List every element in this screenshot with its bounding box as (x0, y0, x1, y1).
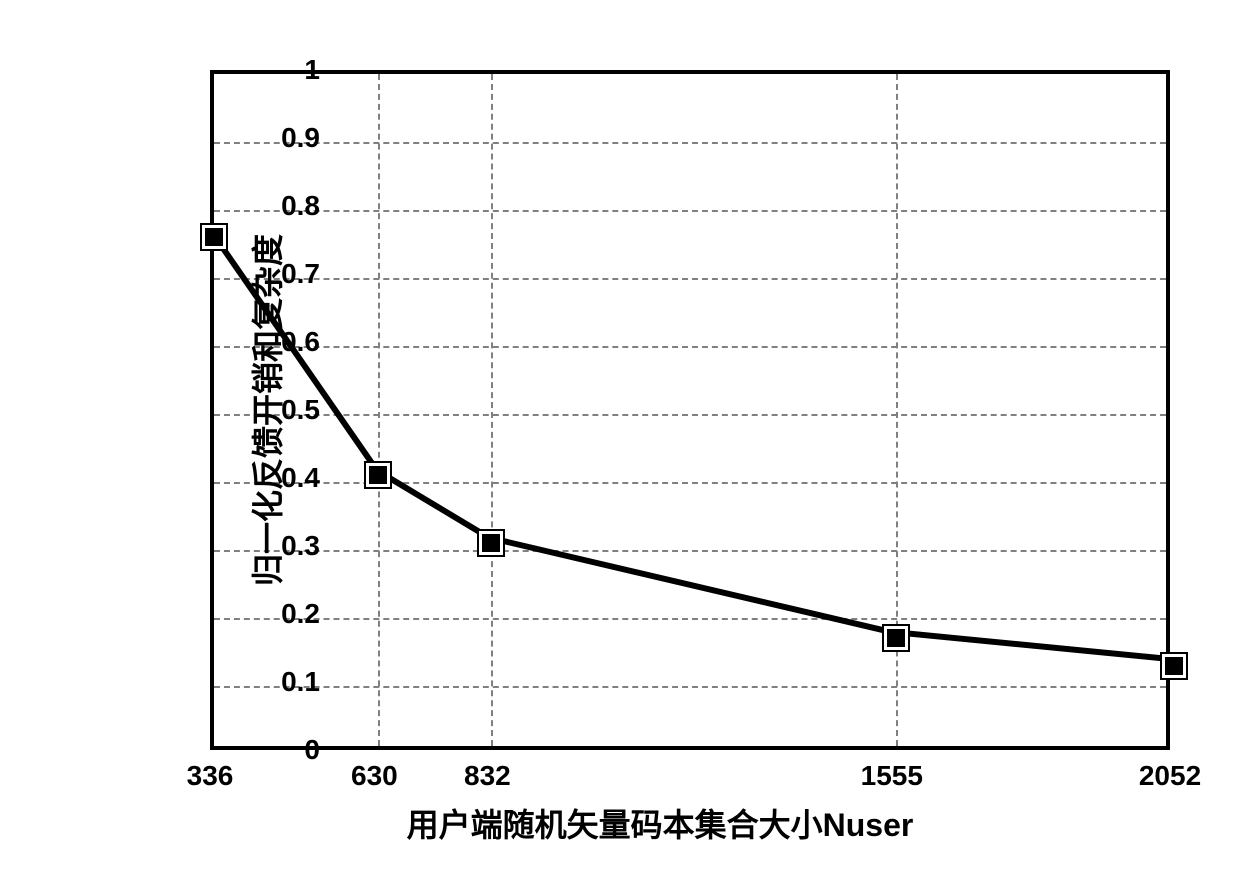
grid-line (214, 482, 1166, 484)
x-tick-label: 1555 (861, 760, 923, 792)
x-tick-label: 2052 (1139, 760, 1201, 792)
y-tick-label: 0.8 (240, 190, 320, 222)
x-axis-label: 用户端随机矢量码本集合大小Nuser (407, 800, 914, 846)
data-marker (202, 225, 226, 249)
y-tick-label: 0.9 (240, 122, 320, 154)
grid-line (214, 142, 1166, 144)
data-line (214, 74, 1166, 746)
y-tick-label: 0.2 (240, 598, 320, 630)
data-marker (366, 463, 390, 487)
y-tick-label: 0.1 (240, 666, 320, 698)
grid-line (214, 210, 1166, 212)
x-tick-label: 630 (351, 760, 398, 792)
grid-line (214, 686, 1166, 688)
data-marker (884, 626, 908, 650)
x-tick-label: 336 (187, 760, 234, 792)
grid-line (214, 346, 1166, 348)
data-marker (1162, 654, 1186, 678)
chart-container: 0 0.1 0.2 0.3 0.4 0.5 0.6 0.7 0.8 0.9 1 … (120, 40, 1200, 820)
grid-line (214, 618, 1166, 620)
x-tick-label: 832 (464, 760, 511, 792)
grid-line (491, 74, 493, 746)
grid-line (214, 550, 1166, 552)
grid-line (214, 414, 1166, 416)
grid-line (214, 278, 1166, 280)
y-tick-label: 1 (240, 54, 320, 86)
data-marker (479, 531, 503, 555)
y-tick-label: 0 (240, 734, 320, 766)
plot-area (210, 70, 1170, 750)
y-axis-label: 归一化反馈开销和复杂度 (243, 234, 289, 586)
grid-line (378, 74, 380, 746)
